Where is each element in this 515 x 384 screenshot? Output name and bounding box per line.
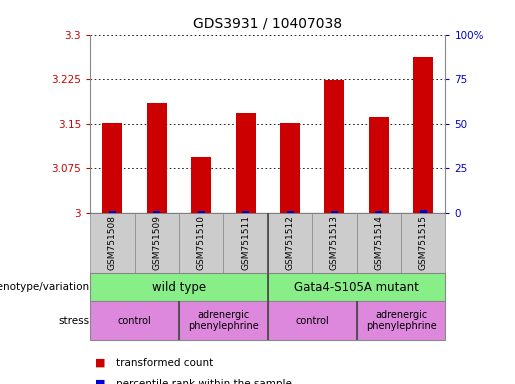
Bar [375,211,382,213]
Text: GSM751509: GSM751509 [152,215,161,270]
Text: adrenergic
phenylephrine: adrenergic phenylephrine [366,310,436,331]
Bar [191,157,211,213]
Bar [401,213,445,273]
Bar [198,211,204,213]
Text: GSM751511: GSM751511 [241,215,250,270]
Text: wild type: wild type [152,281,206,293]
Text: genotype/variation: genotype/variation [0,282,89,292]
Bar [134,213,179,273]
Bar [280,122,300,213]
Bar [153,211,160,213]
Text: stress: stress [58,316,89,326]
Text: GSM751515: GSM751515 [419,215,428,270]
Bar [235,113,255,213]
Bar [90,301,179,340]
Text: percentile rank within the sample: percentile rank within the sample [116,379,292,384]
Bar [268,213,312,273]
Bar [369,117,389,213]
Bar [312,213,356,273]
Text: control: control [295,316,329,326]
Bar [179,213,224,273]
Bar [102,122,123,213]
Bar [331,211,338,213]
Bar [356,301,445,340]
Bar [268,273,445,301]
Text: GSM751512: GSM751512 [285,215,295,270]
Bar [324,80,345,213]
Bar [90,213,134,273]
Text: Gata4-S105A mutant: Gata4-S105A mutant [294,281,419,293]
Text: ■: ■ [95,358,106,368]
Bar [147,103,167,213]
Text: GSM751510: GSM751510 [197,215,205,270]
Text: transformed count: transformed count [116,358,213,368]
Bar [286,211,294,213]
Text: ■: ■ [95,379,106,384]
Bar [224,213,268,273]
Title: GDS3931 / 10407038: GDS3931 / 10407038 [193,17,342,31]
Text: adrenergic
phenylephrine: adrenergic phenylephrine [188,310,259,331]
Text: GSM751513: GSM751513 [330,215,339,270]
Text: control: control [117,316,151,326]
Text: GSM751514: GSM751514 [374,215,383,270]
Bar [179,301,268,340]
Bar [413,56,433,213]
Bar [268,301,356,340]
Bar [109,211,116,213]
Bar [420,210,427,213]
Bar [90,273,268,301]
Bar [356,213,401,273]
Text: GSM751508: GSM751508 [108,215,117,270]
Bar [242,211,249,213]
